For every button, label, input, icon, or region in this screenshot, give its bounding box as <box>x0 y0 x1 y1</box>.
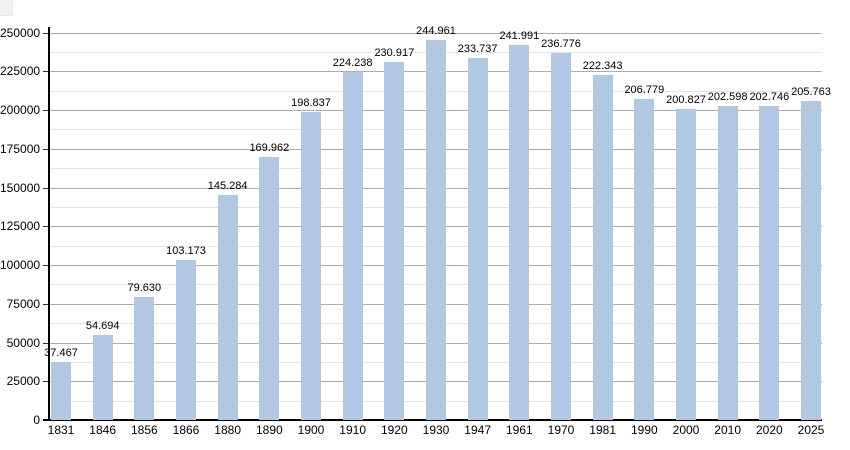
y-axis-tick <box>43 110 48 111</box>
x-axis-year-label: 2010 <box>714 423 741 437</box>
x-axis-year-label: 2000 <box>672 423 700 437</box>
y-axis-tick-label: 50000 <box>6 335 40 350</box>
x-axis-year-label: 2020 <box>755 423 783 437</box>
y-axis-tick <box>43 148 48 150</box>
x-axis-year-label: 1890 <box>255 423 283 437</box>
x-axis-year-label: 1920 <box>380 423 408 437</box>
y-axis-tick <box>43 265 48 266</box>
y-axis-tick-label: 0 <box>33 413 40 427</box>
bar-value-label: 54.694 <box>85 320 120 333</box>
y-axis-tick-label: 125000 <box>0 219 41 234</box>
x-axis-year-label: 1910 <box>339 423 366 437</box>
bar-value-label: 103.173 <box>166 245 206 258</box>
bar <box>92 335 113 420</box>
bar <box>509 44 530 420</box>
bar <box>217 194 238 420</box>
bar <box>134 296 155 420</box>
x-axis-year-label: 1981 <box>589 423 616 437</box>
y-axis-tick-label: 200000 <box>0 103 41 117</box>
bar <box>801 101 821 420</box>
y-axis-tick <box>43 381 48 383</box>
x-axis-year-label: 1990 <box>630 423 658 437</box>
y-axis-tick-label: 250000 <box>0 25 41 40</box>
bar-value-label: 224.238 <box>332 57 373 70</box>
bar <box>759 105 780 420</box>
x-axis-year-label: 1930 <box>422 423 450 437</box>
bar-value-label: 37.467 <box>44 346 78 359</box>
y-axis-tick <box>43 32 48 34</box>
y-axis-tick <box>43 303 48 305</box>
x-axis-year-label: 2025 <box>797 423 825 437</box>
bar-value-label: 200.827 <box>666 93 706 106</box>
bar <box>717 105 738 420</box>
y-axis-tick-label: 100000 <box>0 258 41 272</box>
x-axis-year-label: 1947 <box>464 423 491 437</box>
x-axis-year-label: 1831 <box>47 423 75 437</box>
x-axis-year-label: 1846 <box>89 423 116 437</box>
bar-value-label: 244.961 <box>416 25 456 38</box>
gridline-major <box>48 32 822 34</box>
bar <box>634 99 655 420</box>
y-axis <box>48 27 50 421</box>
y-axis-tick <box>43 71 48 73</box>
bar <box>301 111 321 420</box>
y-axis-tick <box>43 342 48 344</box>
bar-value-label: 236.776 <box>541 37 581 50</box>
bar-value-label: 145.284 <box>207 179 248 192</box>
bar <box>384 62 405 420</box>
bar-value-label: 202.598 <box>707 90 748 103</box>
bar-value-label: 241.991 <box>499 29 540 42</box>
bar <box>426 40 446 420</box>
y-axis-tick-label: 225000 <box>0 64 41 79</box>
bar-value-label: 169.962 <box>249 141 290 154</box>
bar <box>676 108 696 420</box>
x-axis-year-label: 1900 <box>297 423 325 437</box>
bar-value-label: 79.630 <box>127 281 162 294</box>
x-axis-year-label: 1961 <box>505 423 533 437</box>
bar <box>592 75 613 420</box>
bar <box>551 52 571 420</box>
bar-value-label: 222.343 <box>582 60 623 73</box>
corner-artifact <box>0 0 13 16</box>
x-axis-year-label: 1880 <box>214 423 241 437</box>
bar <box>342 72 363 420</box>
y-axis-tick-label: 150000 <box>0 180 41 195</box>
bar <box>51 361 71 420</box>
bar <box>259 156 280 420</box>
x-axis-year-label: 1970 <box>547 423 575 437</box>
x-axis-year-label: 1866 <box>172 423 200 437</box>
bar-value-label: 205.763 <box>791 86 831 99</box>
bar-value-label: 202.746 <box>749 90 790 103</box>
bar <box>467 57 488 420</box>
y-axis-tick-label: 25000 <box>6 374 40 389</box>
x-axis-year-label: 1856 <box>130 423 158 437</box>
y-axis-tick <box>43 187 48 189</box>
bar <box>176 260 196 420</box>
bar-value-label: 233.737 <box>457 42 498 55</box>
x-axis <box>43 419 822 421</box>
bar-value-label: 198.837 <box>291 96 331 109</box>
y-axis-tick-label: 175000 <box>0 141 41 156</box>
bar-value-label: 230.917 <box>374 47 415 60</box>
bar-value-label: 206.779 <box>624 84 665 97</box>
y-axis-tick-label: 75000 <box>6 296 40 311</box>
y-axis-tick <box>43 226 48 228</box>
